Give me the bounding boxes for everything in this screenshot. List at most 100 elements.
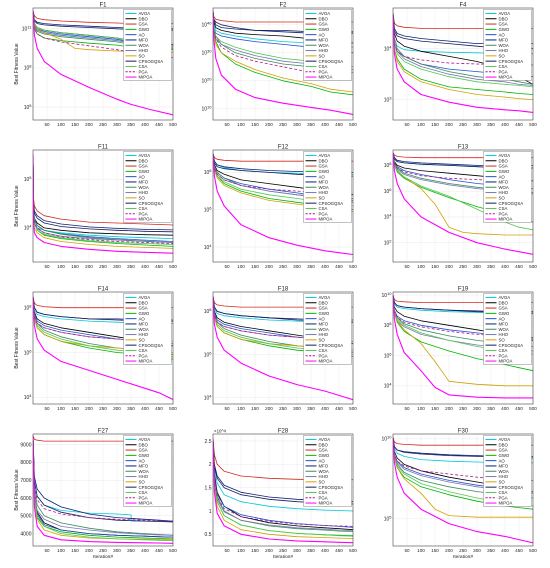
- legend-label: GWO: [139, 169, 150, 174]
- x-tick-label: 400: [141, 122, 149, 127]
- x-tick-label: 300: [293, 406, 301, 411]
- legend-label: CSA: [499, 206, 508, 211]
- x-tick-label: 350: [487, 406, 495, 411]
- x-tick-label: 200: [265, 406, 273, 411]
- legend-label: MFO: [499, 322, 509, 327]
- x-tick-label: 450: [335, 122, 343, 127]
- x-tick-label: 150: [71, 406, 79, 411]
- legend-label: GWO: [139, 27, 150, 32]
- x-tick-label: 50: [44, 406, 50, 411]
- series-line-mipoa: [393, 294, 533, 399]
- legend-label: PGA: [319, 495, 328, 500]
- x-tick-label: 400: [501, 406, 509, 411]
- chart-f12: F12 50 100 150 200 250 300 350 400 450 500 108 106 10…: [204, 145, 358, 270]
- legend-label: AO: [499, 32, 506, 37]
- x-tick-label: 450: [335, 406, 343, 411]
- y-tick-label: 106: [384, 187, 393, 195]
- legend-label: SO: [499, 195, 506, 200]
- y-tick-label: 108: [384, 321, 393, 329]
- legend-label: AO: [319, 458, 326, 463]
- legend-label: DBO: [499, 442, 509, 447]
- plot-frame: [32, 149, 174, 263]
- legend-label: WOA: [499, 185, 509, 190]
- legend-label: CPSOGQSA: [139, 201, 164, 206]
- series-line-csa: [33, 435, 173, 542]
- x-tick-label: 150: [431, 548, 439, 553]
- x-tick-label: 100: [57, 264, 65, 269]
- x-tick-label: 200: [445, 548, 453, 553]
- legend-label: GSA: [499, 22, 508, 27]
- series-line-so: [33, 435, 173, 541]
- x-tick-label: 100: [417, 548, 425, 553]
- x-tick-label: 100: [57, 122, 65, 127]
- legend-label: AVOA: [139, 437, 151, 442]
- x-tick-label: 100: [57, 548, 65, 553]
- x-tick-label: 350: [307, 122, 315, 127]
- legend-label: CPSOGQSA: [499, 59, 524, 64]
- legend-label: WOA: [139, 43, 149, 48]
- series-line-so: [393, 437, 533, 518]
- y-tick-label: 105: [384, 515, 393, 523]
- y-tick-label: 5000: [20, 514, 31, 520]
- legend-label: GWO: [319, 453, 330, 458]
- legend-label: HHO: [319, 48, 329, 53]
- legend-label: GSA: [139, 22, 148, 27]
- y-tick-label: 108: [24, 64, 33, 72]
- x-tick-label: 100: [57, 406, 65, 411]
- legend-label: GSA: [319, 448, 328, 453]
- plot-frame: [32, 433, 174, 547]
- legend-label: GWO: [319, 169, 330, 174]
- legend-label: MIPOA: [319, 217, 333, 222]
- chart-title: F11: [98, 145, 109, 151]
- series-line-pga: [213, 438, 353, 527]
- x-tick-label: 350: [127, 548, 135, 553]
- legend-label: HHO: [319, 474, 329, 479]
- legend-label: GWO: [499, 453, 510, 458]
- y-tick-label: 8000: [20, 460, 31, 466]
- legend-label: MIPOA: [499, 359, 513, 364]
- series-line-mipoa: [213, 296, 353, 401]
- legend-label: GSA: [139, 306, 148, 311]
- series-line-mipoa: [33, 296, 173, 400]
- series-line-pga: [33, 296, 173, 342]
- y-tick-label: 104: [384, 382, 393, 390]
- x-tick-label: 50: [404, 548, 410, 553]
- legend-label: AVOA: [139, 11, 151, 16]
- series-line-csa: [393, 13, 533, 88]
- legend-label: AVOA: [499, 11, 511, 16]
- x-tick-label: 300: [293, 264, 301, 269]
- plot-frame: [212, 291, 354, 405]
- plot-frame: [212, 7, 354, 121]
- legend-label: AVOA: [319, 153, 331, 158]
- legend-label: GWO: [319, 311, 330, 316]
- legend-label: MIPOA: [319, 501, 333, 506]
- chart-title: F4: [459, 3, 467, 9]
- x-tick-label: 500: [169, 548, 177, 553]
- legend-label: WOA: [319, 469, 329, 474]
- y-tick-label: 1010: [201, 105, 212, 113]
- legend-label: AVOA: [139, 153, 151, 158]
- legend-label: MFO: [139, 464, 149, 469]
- legend-label: AO: [139, 174, 146, 179]
- x-tick-label: 100: [417, 264, 425, 269]
- legend-label: PGA: [319, 353, 328, 358]
- chart-title: F27: [98, 429, 109, 435]
- x-tick-label: 200: [85, 122, 93, 127]
- legend-label: MFO: [499, 464, 509, 469]
- legend-label: DBO: [499, 16, 509, 21]
- x-tick-label: 100: [417, 122, 425, 127]
- chart-f28: F28 50 100 150 200 250 300 350 400 450 500 Iteratio…: [205, 429, 358, 561]
- legend-label: SO: [319, 479, 326, 484]
- legend-label: WOA: [319, 43, 329, 48]
- x-tick-label: 350: [127, 406, 135, 411]
- series-line-mipoa: [213, 153, 353, 256]
- y-tick-label: 103: [384, 95, 393, 103]
- chart-f27: F27 50 100 150 200 250 300 350 400 450 500 Iteratio…: [14, 429, 177, 561]
- x-tick-label: 200: [85, 264, 93, 269]
- x-tick-label: 450: [335, 548, 343, 553]
- y-tick-label: 6000: [20, 496, 31, 502]
- legend-label: CSA: [319, 206, 328, 211]
- x-tick-label: 50: [404, 264, 410, 269]
- y-axis-label: Best Fitness Value: [14, 185, 20, 227]
- legend-label: CSA: [139, 490, 148, 495]
